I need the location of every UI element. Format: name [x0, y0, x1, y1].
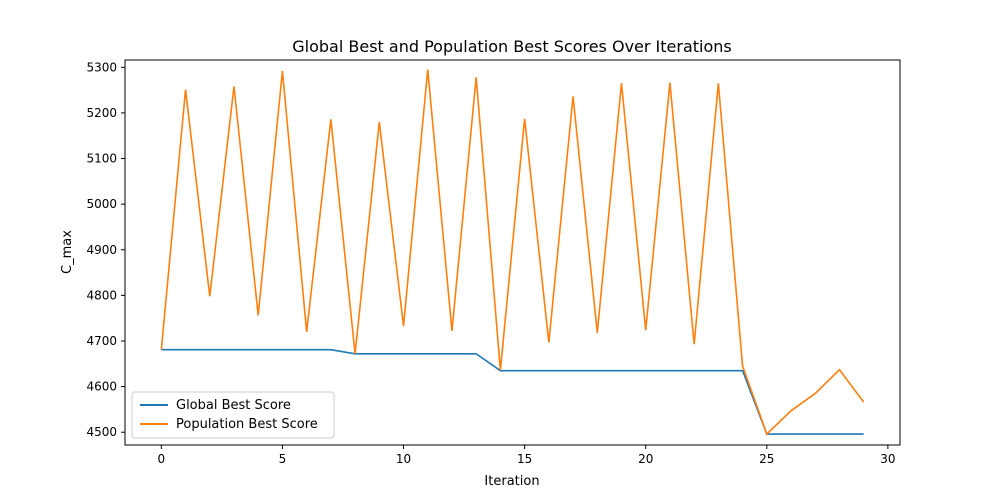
series-layer — [160, 69, 865, 436]
x-tick-label: 5 — [279, 452, 287, 466]
x-tick-label: 20 — [638, 452, 653, 466]
population-best-series-line — [160, 69, 865, 436]
y-tick-label: 5200 — [86, 106, 117, 120]
x-axis-label: Iteration — [484, 474, 539, 489]
plot-frame — [124, 59, 901, 446]
y-tick-label: 5300 — [86, 60, 117, 74]
y-tick-label: 5100 — [86, 152, 117, 166]
y-tick-label: 4700 — [86, 334, 117, 348]
global-best-series-line — [161, 348, 864, 435]
x-tick-label: 15 — [517, 452, 532, 466]
y-tick-label: 4800 — [86, 288, 117, 302]
x-tick-label: 0 — [158, 452, 166, 466]
y-tick-label: 4900 — [86, 243, 117, 257]
legend-label-global-best: Global Best Score — [176, 398, 291, 413]
y-tick-label: 4600 — [86, 380, 117, 394]
y-axis-label: C_max — [60, 230, 75, 274]
chart-title: Global Best and Population Best Scores O… — [292, 37, 732, 56]
x-axis-ticks: 0 5 10 15 20 25 30 — [158, 445, 896, 466]
legend-box — [131, 391, 335, 439]
x-tick-label: 10 — [396, 452, 411, 466]
y-tick-label: 5000 — [86, 197, 117, 211]
legend: Global Best Score Population Best Score — [131, 391, 335, 439]
x-tick-label: 30 — [880, 452, 895, 466]
legend-label-population-best: Population Best Score — [176, 417, 318, 432]
y-tick-label: 4500 — [86, 425, 117, 439]
y-axis-ticks: 4500 4600 4700 4800 4900 5000 5100 5200 5300 — [86, 60, 125, 439]
x-tick-label: 25 — [759, 452, 774, 466]
